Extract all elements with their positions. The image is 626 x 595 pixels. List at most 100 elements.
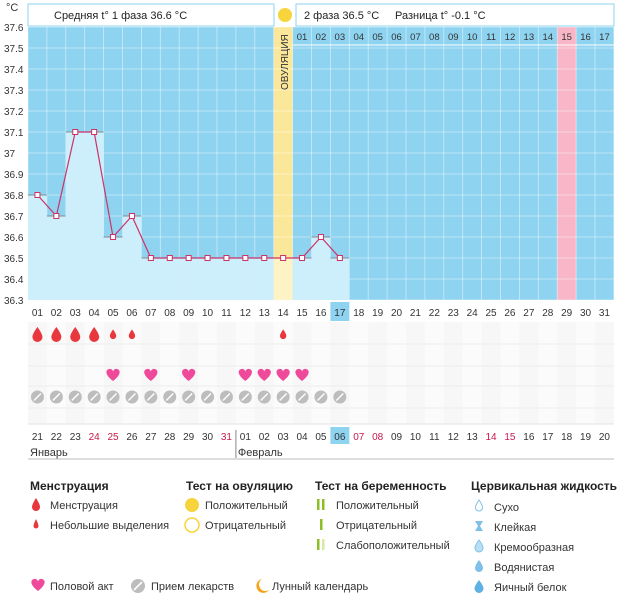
- legend-intercourse: Половой акт: [50, 581, 114, 593]
- calendar-date: 29: [183, 432, 195, 443]
- y-tick-label: 37.2: [4, 107, 24, 118]
- temperature-bar: [311, 237, 331, 300]
- medication-pill-stripe: [316, 393, 325, 401]
- spotting-drop-icon: [33, 519, 39, 529]
- y-tick-label: 37.4: [4, 65, 24, 76]
- y-axis: 36.3 36.4 36.5 36.6 36.7 36.8 36.9 37 37.1 37.2 37…: [4, 23, 24, 307]
- symptom-column: [462, 322, 482, 424]
- temperature-bar: [141, 258, 161, 300]
- calendar-date: 15: [504, 432, 516, 443]
- temperature-point: [242, 255, 249, 261]
- x-tick-label: 13: [259, 308, 271, 319]
- temperature-point: [128, 213, 135, 219]
- dry-icon: [474, 499, 484, 512]
- y-tick-label: 37: [4, 149, 16, 160]
- temperature-bar: [122, 216, 142, 300]
- phase2-day-label: 09: [448, 32, 459, 43]
- x-axis-days: 01 02 03 04 05 06 07 08 09 10 11 12 13 14 15 16 17 18 19 20…: [32, 302, 611, 321]
- x-tick-label: 08: [164, 308, 176, 319]
- legend-lunar: Лунный календарь: [272, 581, 369, 593]
- calendar-date: 02: [259, 432, 271, 443]
- temperature-bar: [217, 258, 236, 300]
- medication-pill-stripe: [109, 393, 118, 401]
- x-tick-label: 14: [278, 308, 290, 319]
- legend-cervical-title: Цервикальная жидкость: [471, 479, 617, 493]
- temperature-point: [110, 234, 117, 240]
- ovulation-sun-icon: [278, 8, 292, 22]
- y-tick-label: 36.8: [4, 191, 24, 202]
- calendar-date: 06: [334, 432, 346, 443]
- watery-icon: [475, 560, 483, 572]
- medication-pill-stripe: [52, 393, 61, 401]
- month-label: Январь: [30, 447, 68, 459]
- symptom-column: [557, 322, 577, 424]
- temperature-bar: [160, 258, 180, 300]
- y-tick-label: 37.5: [4, 44, 24, 55]
- legend-cervical-creamy: Кремообразная: [494, 542, 574, 554]
- phase2-day-label: 05: [372, 32, 383, 43]
- temperature-point: [53, 213, 60, 219]
- symptom-column: [160, 322, 180, 424]
- legend-menstruation-item: Менструация: [50, 500, 118, 512]
- x-tick-label: 31: [599, 308, 611, 319]
- symptom-column: [443, 322, 463, 424]
- temperature-point: [34, 192, 41, 198]
- phase2-day-label: 16: [580, 32, 591, 43]
- calendar-date: 26: [126, 432, 138, 443]
- egg-white-icon: [474, 580, 484, 594]
- temperature-bar: [46, 216, 66, 300]
- calendar-date: 21: [32, 432, 44, 443]
- temperature-difference: Разница t° -0.1 °C: [395, 10, 486, 22]
- symptom-column: [519, 322, 539, 424]
- x-tick-label: 10: [202, 308, 214, 319]
- phase2-day-label: 10: [467, 32, 478, 43]
- phase2-day-label: 14: [542, 32, 553, 43]
- calendar-date: 05: [315, 432, 327, 443]
- menstruation-drop-icon: [32, 498, 40, 511]
- x-tick-label: 18: [353, 308, 365, 319]
- calendar-date: 07: [353, 432, 365, 443]
- phase2-average: 2 фаза 36.5 °C: [304, 10, 379, 22]
- current-date-marker: [330, 427, 350, 444]
- calendar-date: 01: [240, 432, 252, 443]
- ovulation-negative-icon: [184, 517, 200, 533]
- medication-pill-stripe: [222, 393, 231, 401]
- legend-pregnancy-weak: Слабоположительный: [336, 540, 450, 552]
- phase2-day-label: 17: [599, 32, 610, 43]
- calendar-date: 25: [107, 432, 119, 443]
- phase2-day-label: 15: [561, 32, 572, 43]
- intercourse-heart: [106, 368, 120, 381]
- temperature-point: [147, 255, 154, 261]
- temperature-bars: [28, 131, 350, 300]
- medication-pill-stripe: [335, 393, 344, 401]
- temperature-bar: [292, 258, 312, 300]
- medication-pill-stripe: [298, 393, 307, 401]
- x-tick-label: 12: [240, 308, 252, 319]
- symptom-column: [387, 322, 406, 424]
- ovulation-positive-icon: [185, 498, 199, 512]
- legend-ovulation-test-title: Тест на овуляцию: [186, 479, 293, 493]
- calendar-date: 19: [580, 432, 592, 443]
- x-tick-label: 22: [429, 308, 441, 319]
- x-tick-label: 06: [126, 308, 138, 319]
- calendar-date: 27: [145, 432, 157, 443]
- intercourse-heart: [276, 368, 290, 381]
- calendar-date: 12: [448, 432, 460, 443]
- y-tick-label: 37.3: [4, 86, 24, 97]
- moon-icon: [256, 579, 269, 593]
- phase2-day-label: 01: [297, 32, 308, 43]
- intercourse-heart: [257, 368, 271, 381]
- x-tick-label: 04: [89, 308, 101, 319]
- phase2-day-label: 06: [391, 32, 402, 43]
- y-tick-label: 37.6: [4, 23, 24, 34]
- symptom-column: [198, 322, 217, 424]
- y-tick-label: 36.5: [4, 254, 24, 265]
- medication-pill-stripe: [33, 393, 42, 401]
- calendar-date: 08: [372, 432, 384, 443]
- symptom-column: [424, 322, 444, 424]
- y-tick-label: 36.7: [4, 212, 24, 223]
- highlighted-phase2-column: [557, 27, 577, 300]
- medication-pill-stripe: [279, 393, 288, 401]
- medication-pill-stripe: [90, 393, 99, 401]
- calendar-date: 22: [51, 432, 63, 443]
